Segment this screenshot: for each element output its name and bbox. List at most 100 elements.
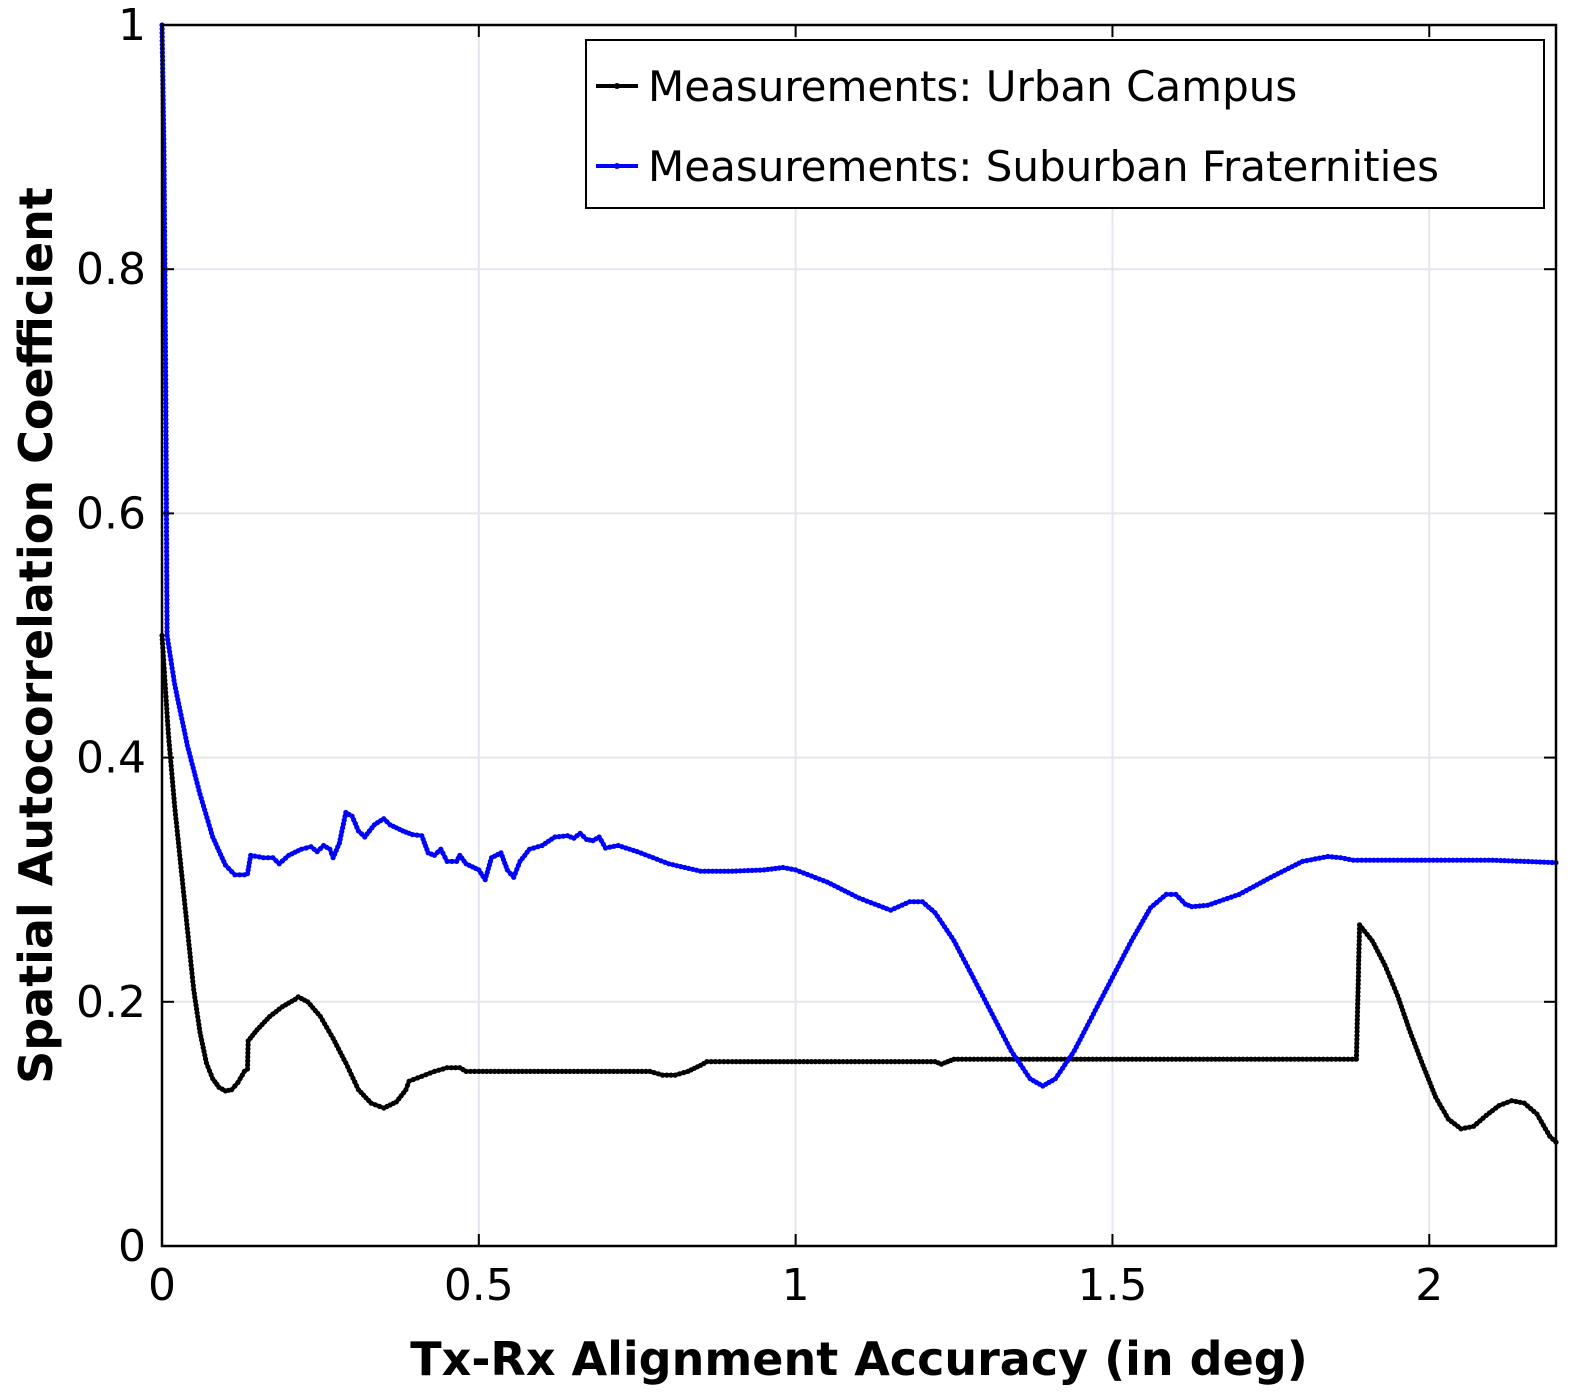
- data-point: [252, 853, 258, 859]
- data-point: [678, 864, 684, 870]
- data-point: [167, 649, 173, 655]
- data-point: [162, 308, 168, 314]
- data-point: [185, 930, 191, 936]
- data-point: [303, 845, 309, 851]
- x-tick-label: 1.5: [1077, 1260, 1147, 1311]
- data-point: [162, 300, 168, 306]
- y-axis-title: Spatial Autocorrelation Coefficient: [9, 187, 63, 1084]
- data-point: [185, 934, 191, 940]
- data-point: [196, 1022, 202, 1028]
- data-point: [816, 876, 823, 882]
- data-point: [975, 1056, 981, 1062]
- data-point: [560, 833, 566, 839]
- data-point: [260, 855, 266, 861]
- data-point: [876, 903, 882, 909]
- data-point: [163, 364, 169, 370]
- data-point: [801, 1059, 807, 1065]
- data-point: [327, 846, 333, 852]
- data-point: [725, 1059, 731, 1065]
- data-point: [1165, 1056, 1171, 1062]
- data-point: [1537, 859, 1543, 865]
- data-point: [749, 1059, 755, 1065]
- data-point: [419, 1073, 425, 1079]
- data-point: [205, 1064, 211, 1070]
- data-point: [245, 1046, 251, 1052]
- data-point: [1193, 903, 1199, 909]
- data-point: [856, 895, 862, 901]
- data-point: [643, 1068, 649, 1074]
- data-point: [177, 708, 183, 714]
- data-point: [1466, 857, 1472, 863]
- data-point: [1149, 1056, 1155, 1062]
- data-point: [1549, 859, 1555, 866]
- data-point: [463, 1068, 469, 1074]
- data-point: [1533, 859, 1539, 865]
- data-point: [880, 904, 886, 910]
- data-point: [503, 1068, 510, 1074]
- data-point: [188, 962, 194, 968]
- data-point: [1284, 1056, 1290, 1062]
- data-point: [164, 596, 170, 603]
- data-point: [1355, 973, 1361, 979]
- data-point: [444, 858, 450, 865]
- data-point: [163, 448, 169, 454]
- data-point: [1494, 857, 1500, 863]
- data-point: [647, 1068, 653, 1074]
- data-point: [920, 1059, 926, 1065]
- data-point: [184, 921, 190, 928]
- data-point: [163, 464, 169, 470]
- data-point: [172, 803, 178, 810]
- data-point: [1354, 1021, 1360, 1027]
- data-point: [162, 328, 168, 334]
- data-point: [753, 1059, 759, 1065]
- data-point: [1181, 1056, 1187, 1062]
- data-point: [1354, 1048, 1360, 1054]
- data-point: [171, 799, 177, 806]
- data-point: [563, 1068, 569, 1074]
- data-point: [1038, 1056, 1044, 1062]
- data-point: [1338, 855, 1344, 861]
- data-point: [170, 673, 176, 679]
- data-point: [480, 1068, 486, 1074]
- data-point: [245, 1054, 251, 1060]
- data-point: [1500, 1101, 1506, 1107]
- data-point: [1197, 903, 1203, 909]
- data-point: [162, 673, 168, 679]
- data-point: [162, 677, 168, 683]
- data-point: [1208, 901, 1215, 907]
- data-point: [674, 863, 680, 869]
- x-tick-label: 1: [782, 1260, 810, 1311]
- data-point: [1299, 1056, 1306, 1062]
- data-point: [1509, 858, 1515, 864]
- data-point: [162, 288, 168, 294]
- data-point: [1346, 856, 1352, 863]
- data-point: [658, 858, 664, 864]
- data-point: [1482, 857, 1488, 863]
- data-point: [824, 1059, 830, 1065]
- data-point: [225, 865, 232, 871]
- data-point: [164, 604, 170, 611]
- data-point: [1486, 857, 1492, 863]
- data-point: [519, 1068, 526, 1074]
- data-point: [165, 641, 171, 647]
- data-point: [1434, 857, 1440, 863]
- data-point: [761, 1059, 767, 1065]
- data-point: [704, 1059, 710, 1065]
- data-point: [162, 296, 168, 302]
- data-point: [840, 1059, 846, 1065]
- data-point: [163, 452, 169, 458]
- data-point: [162, 332, 168, 338]
- data-point: [427, 1070, 433, 1076]
- data-point: [164, 544, 170, 551]
- data-point: [163, 524, 170, 531]
- data-point: [449, 858, 455, 865]
- data-point: [776, 865, 782, 871]
- data-point: [166, 734, 172, 740]
- data-point: [924, 1059, 930, 1065]
- data-point: [753, 867, 759, 873]
- data-point: [190, 978, 196, 985]
- data-point: [163, 516, 170, 523]
- data-point: [164, 540, 170, 547]
- data-point: [1446, 857, 1452, 863]
- data-point: [163, 444, 169, 450]
